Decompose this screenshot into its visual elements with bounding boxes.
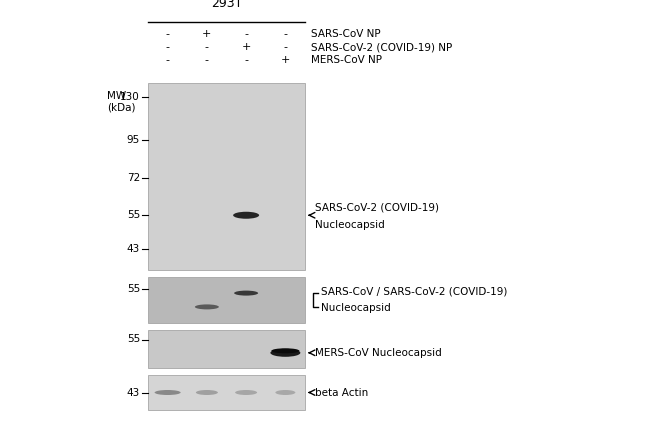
Text: SARS-CoV / SARS-CoV-2 (COVID-19): SARS-CoV / SARS-CoV-2 (COVID-19) bbox=[321, 287, 508, 297]
Text: beta Actin: beta Actin bbox=[315, 388, 369, 397]
Text: MERS-CoV Nucleocapsid: MERS-CoV Nucleocapsid bbox=[315, 348, 442, 358]
Bar bbox=[148, 277, 305, 323]
Text: 95: 95 bbox=[127, 135, 140, 145]
Text: 72: 72 bbox=[127, 173, 140, 183]
Text: -: - bbox=[205, 55, 209, 65]
Text: 130: 130 bbox=[120, 92, 140, 102]
Text: -: - bbox=[283, 29, 287, 39]
Text: 293T: 293T bbox=[211, 0, 242, 10]
Ellipse shape bbox=[195, 305, 219, 309]
Ellipse shape bbox=[276, 390, 295, 395]
Ellipse shape bbox=[155, 390, 181, 395]
Ellipse shape bbox=[233, 212, 259, 219]
Text: -: - bbox=[244, 55, 248, 65]
Ellipse shape bbox=[234, 291, 258, 296]
Ellipse shape bbox=[196, 390, 218, 395]
Text: Nucleocapsid: Nucleocapsid bbox=[315, 220, 385, 230]
Bar bbox=[148, 83, 305, 270]
Text: MW
(kDa): MW (kDa) bbox=[107, 91, 136, 112]
Text: +: + bbox=[281, 55, 290, 65]
Text: 55: 55 bbox=[127, 334, 140, 345]
Text: -: - bbox=[166, 55, 170, 65]
Text: -: - bbox=[205, 42, 209, 52]
Ellipse shape bbox=[235, 390, 257, 395]
Text: +: + bbox=[202, 29, 211, 39]
Text: SARS-CoV NP: SARS-CoV NP bbox=[311, 29, 381, 39]
Text: 55: 55 bbox=[127, 283, 140, 294]
Bar bbox=[148, 375, 305, 410]
Text: MERS-CoV NP: MERS-CoV NP bbox=[311, 55, 382, 65]
Text: Nucleocapsid: Nucleocapsid bbox=[321, 303, 391, 313]
Text: 55: 55 bbox=[127, 210, 140, 220]
Text: SARS-CoV-2 (COVID-19) NP: SARS-CoV-2 (COVID-19) NP bbox=[311, 42, 452, 52]
Text: 43: 43 bbox=[127, 244, 140, 254]
Text: -: - bbox=[283, 42, 287, 52]
Bar bbox=[148, 330, 305, 368]
Ellipse shape bbox=[272, 348, 300, 353]
Text: SARS-CoV-2 (COVID-19): SARS-CoV-2 (COVID-19) bbox=[315, 202, 439, 212]
Text: 43: 43 bbox=[127, 388, 140, 397]
Text: -: - bbox=[244, 29, 248, 39]
Ellipse shape bbox=[270, 349, 300, 357]
Text: +: + bbox=[241, 42, 251, 52]
Text: -: - bbox=[166, 29, 170, 39]
Text: -: - bbox=[166, 42, 170, 52]
